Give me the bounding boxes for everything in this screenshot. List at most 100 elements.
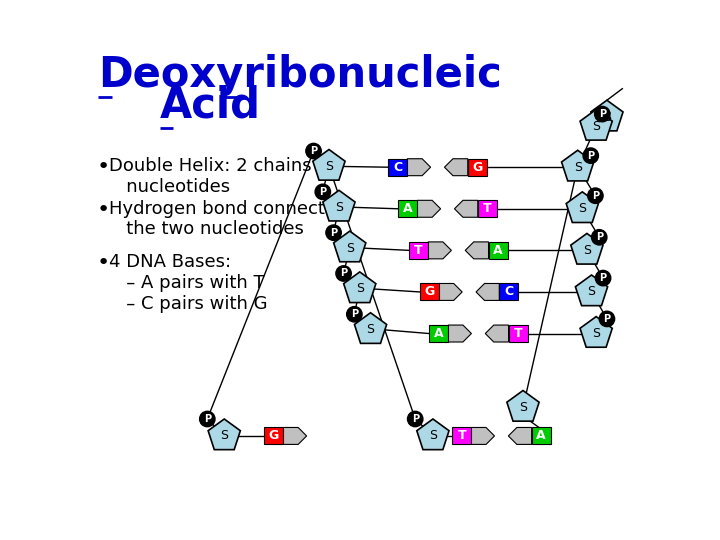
Text: S: S xyxy=(578,202,586,215)
Text: T: T xyxy=(483,202,492,215)
Bar xyxy=(398,200,418,217)
Text: S: S xyxy=(429,429,437,442)
Text: Deoxyribonucleic: Deoxyribonucleic xyxy=(98,53,502,96)
Polygon shape xyxy=(507,390,539,421)
Polygon shape xyxy=(417,419,449,450)
Circle shape xyxy=(592,230,607,245)
Polygon shape xyxy=(562,150,594,181)
Circle shape xyxy=(306,143,321,159)
Text: P: P xyxy=(600,273,607,283)
Circle shape xyxy=(595,271,611,286)
Text: P: P xyxy=(319,187,326,197)
Polygon shape xyxy=(476,284,500,300)
Bar xyxy=(531,428,551,444)
Bar xyxy=(409,242,428,259)
Bar xyxy=(468,159,487,176)
Text: S: S xyxy=(335,201,343,214)
Circle shape xyxy=(588,188,603,204)
Bar xyxy=(429,325,448,342)
Polygon shape xyxy=(465,242,489,259)
Polygon shape xyxy=(428,242,451,259)
Circle shape xyxy=(583,148,598,164)
Text: T: T xyxy=(414,244,423,257)
Circle shape xyxy=(408,411,423,427)
Circle shape xyxy=(599,311,615,327)
Text: P: P xyxy=(351,309,358,319)
Polygon shape xyxy=(448,325,472,342)
Polygon shape xyxy=(566,192,598,222)
Polygon shape xyxy=(575,275,608,306)
Text: P: P xyxy=(588,151,594,161)
Text: S: S xyxy=(220,429,228,442)
Circle shape xyxy=(199,411,215,427)
Text: T: T xyxy=(457,429,466,442)
Polygon shape xyxy=(323,190,355,221)
Text: S: S xyxy=(346,241,354,254)
Text: P: P xyxy=(595,232,603,242)
Text: A: A xyxy=(493,244,503,257)
Text: 4 DNA Bases:
   – A pairs with T
   – C pairs with G: 4 DNA Bases: – A pairs with T – C pairs … xyxy=(109,253,267,313)
Polygon shape xyxy=(444,159,468,176)
Text: P: P xyxy=(204,414,211,424)
Polygon shape xyxy=(333,231,366,262)
Bar xyxy=(478,200,497,217)
Bar xyxy=(264,428,284,444)
Circle shape xyxy=(595,106,610,122)
Polygon shape xyxy=(313,150,345,180)
Polygon shape xyxy=(571,233,603,264)
Polygon shape xyxy=(343,272,376,302)
Polygon shape xyxy=(485,325,508,342)
Text: G: G xyxy=(269,429,279,442)
Bar xyxy=(508,325,528,342)
Text: S: S xyxy=(592,120,600,133)
Bar xyxy=(420,284,439,300)
Polygon shape xyxy=(454,200,478,217)
Text: •: • xyxy=(96,157,109,177)
Text: A: A xyxy=(433,327,444,340)
Polygon shape xyxy=(408,159,431,176)
Polygon shape xyxy=(580,110,612,140)
Text: C: C xyxy=(504,286,513,299)
Polygon shape xyxy=(284,428,307,444)
Text: P: P xyxy=(603,314,611,324)
Bar xyxy=(500,284,518,300)
Text: P: P xyxy=(340,268,347,279)
Text: P: P xyxy=(310,146,317,156)
Text: S: S xyxy=(603,111,611,124)
Text: S: S xyxy=(356,282,364,295)
Circle shape xyxy=(326,225,341,240)
Circle shape xyxy=(315,184,330,200)
Text: Acid: Acid xyxy=(160,84,261,126)
Text: S: S xyxy=(583,244,591,257)
Circle shape xyxy=(336,266,351,281)
Text: A: A xyxy=(536,429,546,442)
Polygon shape xyxy=(439,284,462,300)
Polygon shape xyxy=(418,200,441,217)
Text: •: • xyxy=(96,253,109,273)
Text: G: G xyxy=(472,161,482,174)
Text: P: P xyxy=(330,228,337,238)
Text: Double Helix: 2 chains of
   nucleotides: Double Helix: 2 chains of nucleotides xyxy=(109,157,334,196)
Polygon shape xyxy=(508,428,531,444)
Text: S: S xyxy=(325,160,333,173)
Text: C: C xyxy=(393,161,402,174)
Text: P: P xyxy=(599,109,606,119)
Text: P: P xyxy=(592,191,599,201)
Bar xyxy=(489,242,508,259)
Polygon shape xyxy=(580,316,612,347)
Polygon shape xyxy=(591,100,623,131)
Text: G: G xyxy=(424,286,434,299)
Text: S: S xyxy=(574,161,582,174)
Text: S: S xyxy=(592,327,600,340)
Text: S: S xyxy=(519,401,527,414)
Polygon shape xyxy=(471,428,495,444)
Bar xyxy=(452,428,471,444)
Text: S: S xyxy=(366,323,374,336)
Text: P: P xyxy=(412,414,419,424)
Circle shape xyxy=(346,307,362,322)
Text: S: S xyxy=(588,286,595,299)
Bar xyxy=(388,159,408,176)
Polygon shape xyxy=(208,419,240,450)
Text: Hydrogen bond connects
   the two nucleotides: Hydrogen bond connects the two nucleotid… xyxy=(109,200,334,238)
Text: T: T xyxy=(514,327,523,340)
